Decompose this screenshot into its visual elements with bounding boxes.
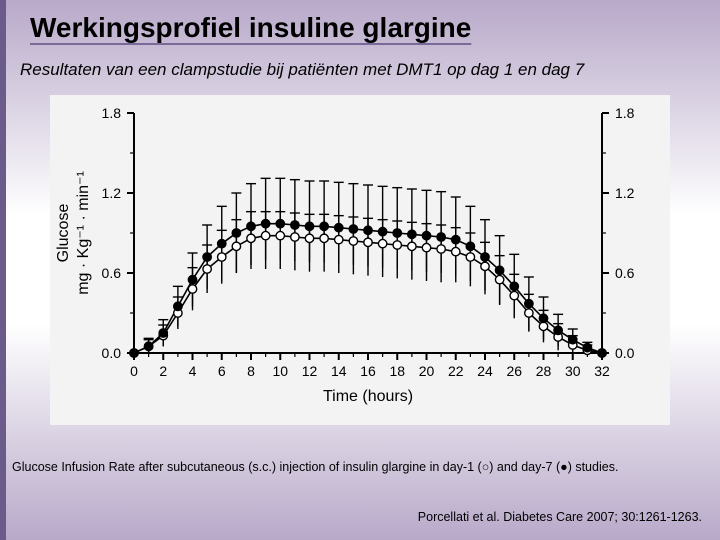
svg-text:28: 28 (536, 363, 552, 379)
svg-text:2: 2 (159, 363, 167, 379)
svg-text:22: 22 (448, 363, 464, 379)
figure-caption: Glucose Infusion Rate after subcutaneous… (12, 460, 618, 474)
svg-text:1.2: 1.2 (102, 185, 122, 201)
svg-text:18: 18 (389, 363, 405, 379)
chart-container: 0.00.00.60.61.21.21.81.80246810121416182… (50, 95, 670, 425)
svg-text:26: 26 (506, 363, 522, 379)
slide-subtitle: Resultaten van een clampstudie bij patië… (20, 60, 584, 80)
svg-text:0: 0 (130, 363, 138, 379)
svg-text:30: 30 (565, 363, 581, 379)
caption-post: ) studies. (568, 460, 619, 474)
svg-text:1.8: 1.8 (102, 105, 122, 121)
citation: Porcellati et al. Diabetes Care 2007; 30… (418, 510, 702, 524)
svg-text:1.2: 1.2 (615, 185, 635, 201)
svg-text:0.6: 0.6 (615, 265, 635, 281)
svg-text:1.8: 1.8 (615, 105, 635, 121)
svg-text:0.0: 0.0 (615, 345, 635, 361)
slide-title: Werkingsprofiel insuline glargine (30, 12, 471, 44)
svg-text:6: 6 (218, 363, 226, 379)
svg-text:10: 10 (272, 363, 288, 379)
svg-text:0.6: 0.6 (102, 265, 122, 281)
chart-svg: 0.00.00.60.61.21.21.81.80246810121416182… (50, 95, 670, 425)
svg-text:0.0: 0.0 (102, 345, 122, 361)
slide-root: Werkingsprofiel insuline glargine Result… (0, 0, 720, 540)
svg-text:Time (hours): Time (hours) (323, 388, 413, 405)
svg-text:32: 32 (594, 363, 610, 379)
svg-text:24: 24 (477, 363, 493, 379)
caption-pre: Glucose Infusion Rate after subcutaneous… (12, 460, 482, 474)
svg-text:8: 8 (247, 363, 255, 379)
svg-text:12: 12 (302, 363, 318, 379)
caption-mid: ) and day-7 ( (489, 460, 560, 474)
svg-text:20: 20 (419, 363, 435, 379)
sidebar-accent (0, 0, 6, 540)
svg-text:mg · Kg⁻¹ · min⁻¹: mg · Kg⁻¹ · min⁻¹ (75, 171, 92, 295)
svg-text:Glucose: Glucose (55, 204, 72, 263)
svg-text:16: 16 (360, 363, 376, 379)
svg-text:14: 14 (331, 363, 347, 379)
closed-marker-glyph: ● (560, 460, 568, 474)
svg-text:4: 4 (189, 363, 197, 379)
